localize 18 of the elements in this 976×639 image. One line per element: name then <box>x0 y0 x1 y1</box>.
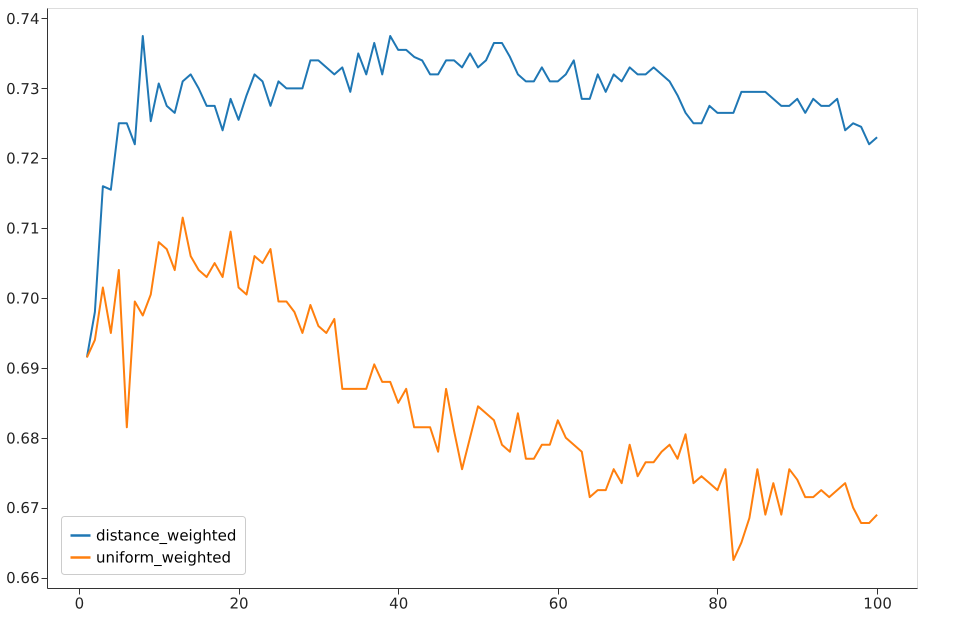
y-tick-label: 0.66 <box>6 569 40 588</box>
x-tick-label: 0 <box>74 594 84 612</box>
line-series <box>86 34 878 358</box>
y-tick-label: 0.71 <box>6 220 40 238</box>
x-tick-label: 40 <box>389 594 408 612</box>
y-tick-label: 0.68 <box>6 429 40 448</box>
y-tick-label: 0.74 <box>6 10 40 28</box>
legend-label: distance_weighted <box>96 526 236 544</box>
y-tick-label: 0.70 <box>6 290 40 308</box>
y-tick-label: 0.67 <box>6 499 40 518</box>
x-tick-label: 20 <box>230 594 249 612</box>
x-tick-label: 80 <box>708 594 728 612</box>
legend-label: uniform_weighted <box>96 548 231 566</box>
y-tick-label: 0.69 <box>6 359 40 378</box>
x-tick-label: 60 <box>548 594 568 612</box>
x-tick-label: 100 <box>863 594 892 612</box>
y-tick-label: 0.72 <box>6 150 40 168</box>
y-tick-label: 0.73 <box>6 80 40 98</box>
